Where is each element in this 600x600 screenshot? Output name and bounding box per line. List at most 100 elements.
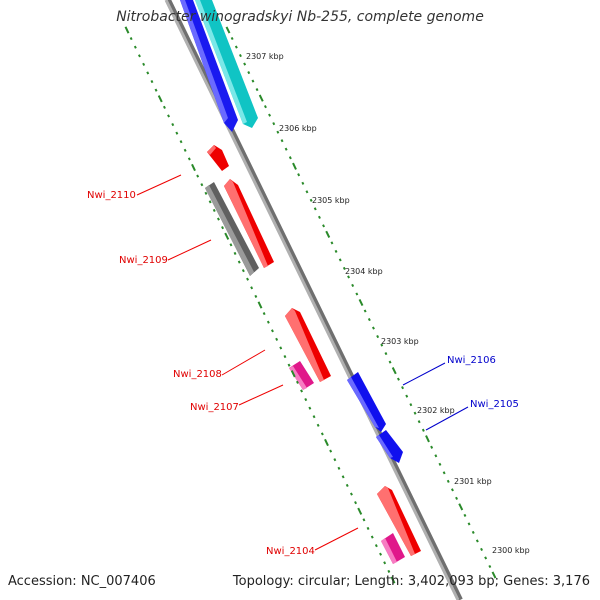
- scale-minor-tick: [434, 454, 438, 458]
- scale-minor-tick: [317, 215, 321, 219]
- scale-minor-tick: [334, 249, 338, 253]
- scale-label: 2302 kbp: [417, 406, 455, 415]
- scale-minor-tick: [313, 207, 317, 211]
- feature-cyan-top[interactable]: [195, 0, 258, 128]
- feature-nwi-2105[interactable]: [376, 430, 403, 463]
- scale-minor-tick: [196, 174, 200, 178]
- scale-minor-tick: [401, 386, 405, 390]
- scale-major-tick: [257, 301, 263, 309]
- map-title: Nitrobacter winogradskyi Nb-255, complet…: [116, 9, 484, 25]
- scale-minor-tick: [146, 71, 150, 75]
- scale-ticks-inner: [124, 26, 396, 584]
- gene-label-nwi-2105[interactable]: Nwi_2105: [470, 399, 519, 410]
- feature-blue-top[interactable]: [180, 0, 238, 132]
- scale-minor-tick: [243, 62, 247, 66]
- scale-minor-tick: [150, 79, 154, 84]
- scale-minor-tick: [241, 269, 245, 273]
- scale-minor-tick: [276, 130, 280, 134]
- scale-minor-tick: [212, 208, 216, 213]
- scale-minor-tick: [463, 513, 467, 517]
- scale-minor-tick: [246, 277, 249, 281]
- scale-minor-tick: [384, 352, 388, 356]
- scale-minor-tick: [312, 415, 316, 419]
- scale-major-tick: [124, 26, 130, 34]
- scale-minor-tick: [295, 380, 299, 384]
- scale-minor-tick: [322, 224, 326, 228]
- scale-minor-tick: [238, 53, 242, 58]
- scale-minor-tick: [383, 561, 387, 565]
- scale-major-tick: [425, 435, 430, 443]
- scale-minor-tick: [175, 131, 179, 135]
- gene-label-nwi-2110[interactable]: Nwi_2110: [87, 190, 136, 201]
- gene-label-nwi-2108[interactable]: Nwi_2108: [173, 369, 222, 380]
- scale-minor-tick: [305, 190, 309, 194]
- scale-minor-tick: [287, 363, 291, 367]
- scale-major-tick: [157, 95, 163, 103]
- scale-minor-tick: [167, 114, 171, 118]
- scale-minor-tick: [316, 423, 320, 427]
- scale-major-tick: [390, 576, 396, 584]
- scale-minor-tick: [133, 45, 137, 49]
- scale-minor-tick: [208, 200, 212, 204]
- scale-minor-tick: [271, 329, 274, 333]
- feature-nwi-2109-gray[interactable]: [205, 182, 259, 276]
- scale-label: 2306 kbp: [279, 124, 317, 133]
- backbone: [164, 0, 460, 600]
- leader-nwi-2106: [402, 362, 446, 386]
- accession-text: Accession: NC_007406: [8, 574, 156, 589]
- feature-rna-bottom[interactable]: [381, 533, 405, 564]
- gene-label-nwi-2104[interactable]: Nwi_2104: [266, 546, 315, 557]
- gene-label-nwi-2107[interactable]: Nwi_2107: [190, 402, 239, 413]
- scale-minor-tick: [262, 312, 266, 316]
- feature-nwi-2108[interactable]: [285, 308, 331, 382]
- scale-minor-tick: [475, 539, 479, 543]
- scale-minor-tick: [351, 283, 355, 288]
- scale-major-tick: [324, 438, 329, 447]
- scale-minor-tick: [421, 428, 425, 432]
- scale-minor-tick: [272, 122, 276, 126]
- scale-minor-tick: [341, 475, 345, 479]
- scale-label: 2301 kbp: [454, 477, 492, 486]
- scale-minor-tick: [142, 62, 146, 66]
- scale-minor-tick: [320, 432, 324, 436]
- genome-summary: Topology: circular; Length: 3,402,093 bp…: [232, 574, 590, 589]
- feature-nwi-2110[interactable]: [207, 145, 229, 171]
- scale-minor-tick: [179, 140, 183, 144]
- scale-minor-tick: [297, 173, 301, 177]
- scale-minor-tick: [247, 71, 251, 75]
- scale-minor-tick: [376, 334, 380, 339]
- gene-label-nwi-2109[interactable]: Nwi_2109: [119, 255, 168, 266]
- scale-minor-tick: [480, 547, 484, 552]
- scale-major-tick: [290, 370, 296, 378]
- scale-minor-tick: [430, 445, 434, 449]
- scale-minor-tick: [250, 286, 254, 290]
- scale-minor-tick: [221, 226, 225, 230]
- scale-minor-tick: [171, 122, 175, 127]
- scale-minor-tick: [268, 113, 272, 117]
- scale-minor-tick: [234, 45, 238, 49]
- feature-nwi-2104[interactable]: [377, 486, 421, 556]
- gene-label-nwi-2106[interactable]: Nwi_2106: [447, 355, 496, 366]
- scale-minor-tick: [349, 492, 353, 496]
- scale-major-tick: [391, 367, 397, 375]
- scale-minor-tick: [329, 449, 333, 453]
- scale-minor-tick: [330, 241, 334, 245]
- scale-minor-tick: [446, 479, 450, 483]
- feature-nwi-2106[interactable]: [347, 372, 386, 432]
- scale-minor-tick: [338, 258, 342, 262]
- scale-minor-tick: [450, 488, 454, 492]
- scale-minor-tick: [337, 466, 341, 470]
- scale-minor-tick: [374, 544, 378, 548]
- feature-nwi-2107[interactable]: [289, 361, 314, 390]
- scale-minor-tick: [366, 526, 370, 531]
- leader-nwi-2108: [221, 349, 266, 376]
- scale-minor-tick: [279, 346, 283, 350]
- scale-minor-tick: [230, 36, 234, 41]
- scale-minor-tick: [362, 518, 366, 522]
- feature-nwi-2109[interactable]: [224, 179, 274, 268]
- scale-major-tick: [325, 230, 331, 238]
- scale-minor-tick: [229, 243, 233, 247]
- scale-minor-tick: [255, 88, 259, 92]
